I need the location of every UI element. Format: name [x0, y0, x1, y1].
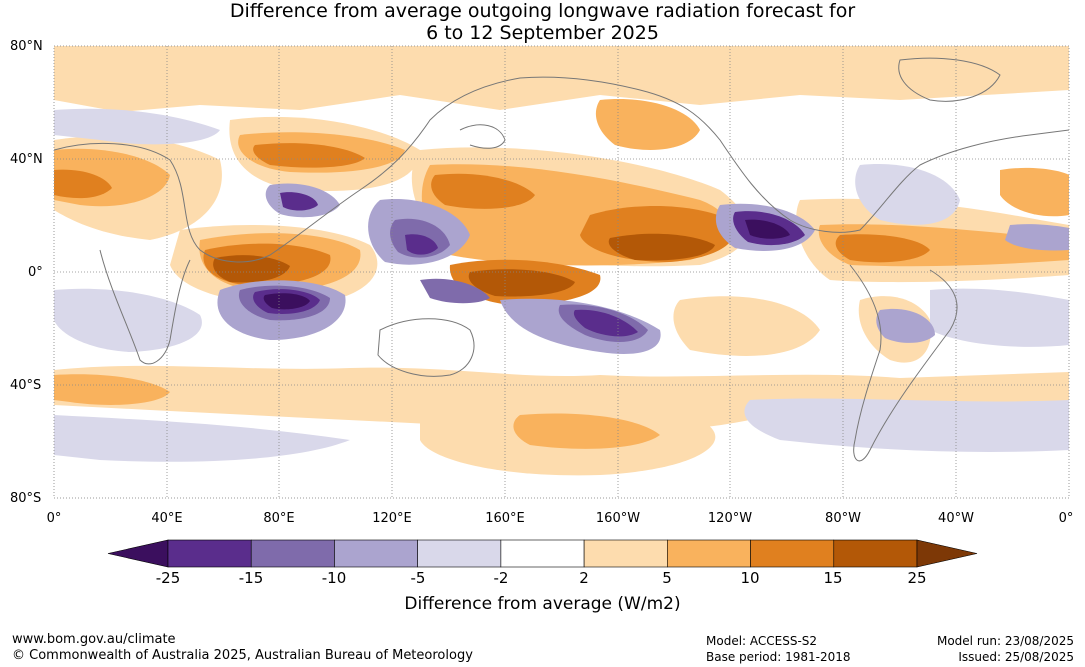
lat-label-equator: 0° — [28, 265, 43, 280]
colorbar-tick: 10 — [740, 569, 760, 587]
anomaly-region — [835, 234, 930, 263]
lon-label-120e: 120°E — [372, 511, 412, 526]
anomaly-region — [745, 219, 790, 239]
colorbar-segment — [583, 539, 668, 568]
lon-label-0-east: 0° — [1058, 511, 1074, 526]
footer-url: www.bom.gov.au/climate — [12, 632, 176, 647]
colorbar-tick: 2 — [579, 569, 589, 587]
anomaly-region — [468, 269, 575, 297]
anomaly-region — [54, 415, 350, 462]
colorbar-segment — [833, 539, 918, 568]
anomaly-region — [930, 288, 1069, 347]
anomaly-region — [54, 108, 220, 145]
anomaly-region — [608, 233, 715, 261]
coastline — [849, 264, 958, 462]
coastline — [377, 318, 475, 377]
lon-label-80w: 80°W — [825, 511, 861, 526]
colorbar-tick: -10 — [321, 569, 347, 587]
lon-label-120w: 120°W — [707, 511, 753, 526]
coastline — [54, 76, 1069, 263]
anomaly-region — [54, 169, 112, 199]
anomaly-region — [420, 278, 490, 304]
colorbar-tick: -5 — [410, 569, 426, 587]
footer-model: Model: ACCESS-S2 — [706, 634, 818, 648]
anomaly-region — [855, 164, 960, 225]
lon-label-40e: 40°E — [151, 511, 183, 526]
footer-model-run: Model run: 23/08/2025 — [936, 634, 1074, 648]
anomaly-region — [54, 374, 170, 405]
coastline — [898, 57, 1001, 102]
colorbar-tick: -25 — [155, 569, 181, 587]
lon-label-160e: 160°E — [485, 511, 525, 526]
colorbar-segment — [417, 539, 502, 568]
anomaly-region — [673, 296, 820, 356]
anomaly-region — [54, 288, 202, 352]
anomaly-region — [876, 308, 935, 343]
colorbar-extension-high — [916, 539, 978, 568]
lon-label-80e: 80°E — [263, 511, 295, 526]
footer-issued: Issued: 25/08/2025 — [958, 650, 1074, 664]
anomaly-region — [744, 398, 1069, 452]
anomaly-region — [595, 99, 700, 150]
colorbar-label: Difference from average (W/m2) — [404, 594, 681, 614]
footer-copyright: © Commonwealth of Australia 2025, Austra… — [12, 648, 473, 663]
colorbar-tick: 5 — [662, 569, 672, 587]
colorbar-segment — [750, 539, 835, 568]
anomaly-region — [263, 293, 310, 310]
anomaly-region — [280, 192, 318, 211]
anomaly-region — [1000, 167, 1069, 217]
anomaly-region — [513, 413, 660, 449]
colorbar-tick: -15 — [238, 569, 264, 587]
lat-label-40n: 40°N — [10, 152, 43, 167]
lon-label-40w: 40°W — [938, 511, 974, 526]
lat-label-40s: 40°S — [10, 378, 42, 393]
colorbar-segment — [250, 539, 335, 568]
colorbar-segment — [334, 539, 418, 568]
colorbar-extension-low — [107, 539, 169, 568]
anomaly-region — [431, 173, 535, 209]
colorbar-segment — [667, 539, 751, 568]
anomaly-region — [1005, 224, 1069, 251]
colorbar-tick: -2 — [493, 569, 509, 587]
footer-base-period: Base period: 1981-2018 — [706, 650, 851, 664]
anomaly-region — [54, 46, 1069, 112]
chart-title-line-1: Difference from average outgoing longwav… — [229, 0, 856, 22]
lon-label-0: 0° — [46, 511, 62, 526]
anomaly-region — [573, 309, 638, 337]
colorbar-segment — [500, 539, 585, 568]
lat-label-80n: 80°N — [10, 39, 43, 54]
anomaly-region — [405, 234, 438, 255]
colorbar-segment — [167, 539, 252, 568]
chart-title-line-2: 6 to 12 September 2025 — [426, 22, 659, 44]
coastline — [99, 249, 191, 365]
lon-label-160w: 160°W — [595, 511, 641, 526]
lat-label-80s: 80°S — [10, 491, 42, 506]
anomaly-region — [253, 143, 365, 168]
colorbar-tick: 15 — [823, 569, 843, 587]
colorbar-tick: 25 — [907, 569, 927, 587]
